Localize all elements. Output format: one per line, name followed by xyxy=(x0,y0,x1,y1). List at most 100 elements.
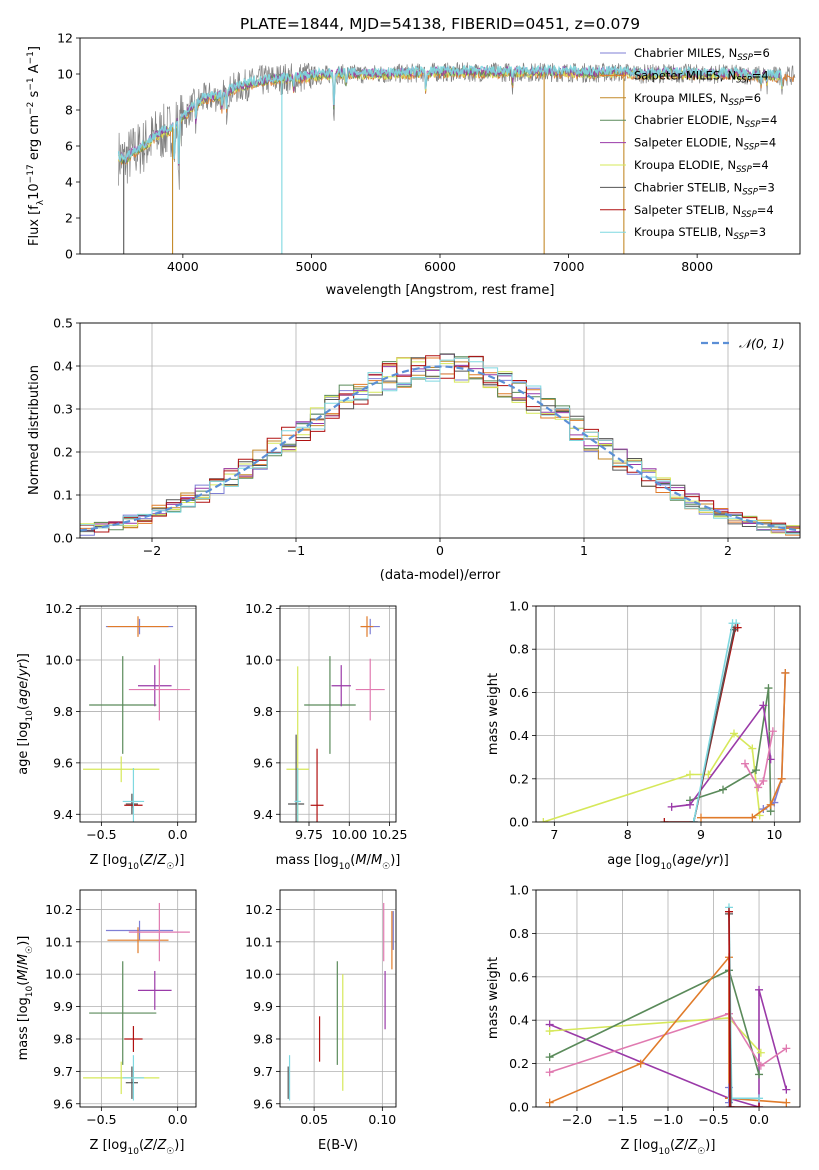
y-tick-label: 9.9 xyxy=(253,999,273,1014)
weight-line-kroupa-elodie xyxy=(543,732,761,822)
weight-marker xyxy=(782,1098,791,1107)
y-tick-label: 9.9 xyxy=(53,999,73,1014)
spectrum-y-axis-label-part: ] xyxy=(27,46,42,51)
z-mass-x-axis-label-part: Z [log xyxy=(90,1138,128,1153)
legend-label-sub: SSP xyxy=(745,120,761,130)
z-age-y-axis-label: age [log10(age/yr)] xyxy=(16,653,35,775)
legend-label: Kroupa MILES, NSSP=6 xyxy=(634,91,761,108)
y-tick-label: 10.2 xyxy=(245,601,273,616)
z-age-x-axis-label: Z [log10(Z/Z☉)] xyxy=(90,853,185,872)
legend-label-sub: SSP xyxy=(736,75,752,85)
legend-label-tail: =4 xyxy=(759,136,776,150)
y-tick-label: 0.6 xyxy=(509,969,529,984)
mass-age-x-axis-label-part: M xyxy=(371,853,382,868)
axes-frame xyxy=(279,889,397,1108)
weight-marker xyxy=(752,766,760,775)
legend-label-tail: =4 xyxy=(752,158,769,172)
z-age-x-axis-label-part: ( xyxy=(139,853,144,868)
z_weight-x-axis-label-part: Z xyxy=(687,1138,698,1153)
z_weight-x-axis-label-part: )] xyxy=(705,1138,715,1153)
weight-marker xyxy=(727,1094,736,1103)
legend-label-tail: =6 xyxy=(753,46,770,60)
x-tick-label: 0.05 xyxy=(300,1112,328,1127)
legend-label-main: Salpeter STELIB, N xyxy=(634,203,741,217)
x-tick-label: 0.0 xyxy=(749,1112,769,1127)
y-tick-label: 0.8 xyxy=(509,642,529,657)
age_weight-x-axis-label-part: )] xyxy=(719,853,729,868)
weight-marker xyxy=(545,1098,554,1107)
weight-marker xyxy=(724,907,733,916)
weight-marker xyxy=(782,1085,791,1094)
axes-frame xyxy=(279,605,397,823)
z-age-y-axis-label-part: age xyxy=(16,681,31,705)
age_weight-x-axis-label-part: yr xyxy=(705,853,721,868)
weight-marker xyxy=(754,783,763,792)
y-tick-label: 9.8 xyxy=(53,1031,73,1046)
z_weight-x-axis-label-part: ☉ xyxy=(697,1147,705,1157)
x-tick-label: 0.10 xyxy=(368,1112,396,1127)
legend-label-main: Kroupa MILES, N xyxy=(634,91,729,105)
spectrum-y-axis-label-part: λ xyxy=(36,199,46,205)
y-tick-label: 9.7 xyxy=(53,1064,73,1079)
y-tick-label: 9.7 xyxy=(253,1064,273,1079)
residuals-panel: −2 −1 0 1 2 0.0 0.1 0.2 0.3 0.4 0.5 𝒩(0, 1) (data-mo… xyxy=(27,316,801,583)
ebv_mass-plot-area xyxy=(287,902,394,1101)
y-tick-label: 0.6 xyxy=(509,685,529,700)
x-tick-label: −1.0 xyxy=(653,1112,683,1127)
y-tick-label: 0.0 xyxy=(53,531,73,546)
z-mass-y-axis-label-part: ( xyxy=(16,981,31,986)
spectrum-y-axis-label-part: s xyxy=(27,90,42,101)
z-age-x-axis-label-part: Z [log xyxy=(90,853,128,868)
age_weight-plot-area xyxy=(539,619,790,822)
spectrum-y-axis-label-part: −2 xyxy=(26,102,36,115)
y-tick-label: 0.8 xyxy=(509,926,529,941)
axes-frame xyxy=(79,889,197,1108)
x-tick-label: −1 xyxy=(287,543,305,558)
z-mass-x-axis-label-part: Z xyxy=(156,1138,167,1153)
mass-age-x-axis-label-part: 10 xyxy=(339,862,351,872)
x-tick-label: −2 xyxy=(143,543,161,558)
legend-label-sub: SSP xyxy=(729,98,745,108)
y-tick-label: 4 xyxy=(65,175,73,190)
z_weight-x-axis-label-part: ( xyxy=(670,1138,675,1153)
weight-marker xyxy=(686,770,694,779)
y-tick-label: 10.2 xyxy=(245,902,273,917)
y-tick-label: 10.0 xyxy=(45,653,73,668)
z-mass-y-axis-label: mass [log10(M/M☉)] xyxy=(16,936,35,1061)
weight-marker xyxy=(781,668,790,677)
axes-frame xyxy=(79,322,801,539)
z-mass-y-axis-label-part: ☉ xyxy=(25,946,35,954)
z-mass-y-axis-label-part: 10 xyxy=(25,985,35,997)
legend-label-main: Chabrier ELODIE, N xyxy=(634,113,745,127)
legend-label-sub: SSP xyxy=(734,232,750,242)
histogram-kroupa-stelib xyxy=(80,357,800,535)
x-tick-label: 7000 xyxy=(553,259,585,274)
y-tick-label: 0.5 xyxy=(53,316,73,331)
weight-line-kroupa-stelib xyxy=(728,907,759,1100)
x-tick-label: 4000 xyxy=(167,259,199,274)
weight-marker xyxy=(545,1053,554,1062)
legend-label: Kroupa STELIB, NSSP=3 xyxy=(634,225,766,242)
spectrum-y-axis-label-part: −1 xyxy=(26,51,36,64)
weight-marker xyxy=(689,818,698,822)
z-age-y-axis-label-part: age [log xyxy=(16,722,31,775)
x-tick-label: 9 xyxy=(697,827,705,842)
z_weight-x-axis-label-part: / xyxy=(684,1138,689,1153)
x-tick-label: 8 xyxy=(624,827,632,842)
x-tick-label: −0.5 xyxy=(698,1112,728,1127)
z-age-x-axis-label-part: )] xyxy=(174,853,184,868)
y-tick-label: 2 xyxy=(65,211,73,226)
y-tick-label: 1.0 xyxy=(509,599,529,614)
y-tick-label: 9.6 xyxy=(53,1096,73,1111)
z_age-plot-area xyxy=(83,616,190,822)
weight-marker xyxy=(759,701,768,710)
x-tick-label: −1.5 xyxy=(607,1112,637,1127)
x-tick-label: 10.25 xyxy=(372,827,408,842)
z-mass-x-axis-label-part: )] xyxy=(174,1138,184,1153)
legend-label-main: Salpeter ELODIE, N xyxy=(634,136,744,150)
age_weight-x-axis-label-part: / xyxy=(701,853,706,868)
mass-age-x-axis-label-part: ☉ xyxy=(382,862,390,872)
y-tick-label: 0.4 xyxy=(53,359,73,374)
ebv-x-axis-label: E(B-V) xyxy=(318,1138,358,1153)
